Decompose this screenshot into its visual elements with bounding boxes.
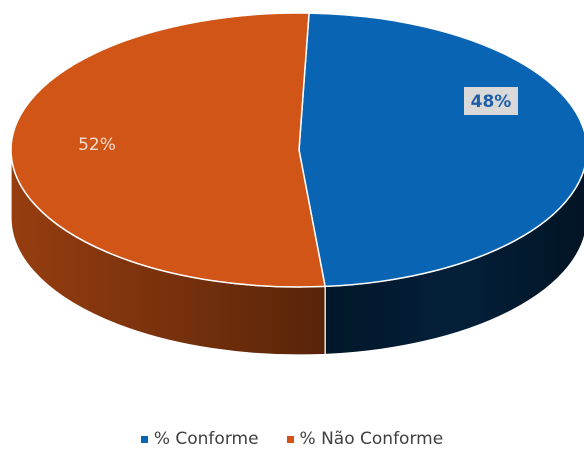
- legend-swatch-conforme: [140, 435, 148, 443]
- data-label-1: 52%: [70, 130, 124, 158]
- legend: % Conforme % Não Conforme: [0, 428, 584, 450]
- data-label-box-0: [464, 87, 518, 115]
- legend-swatch-nao-conforme: [286, 435, 294, 443]
- pie-slice-1[interactable]: [10, 12, 327, 288]
- legend-label-conforme: % Conforme: [153, 429, 259, 449]
- data-label-text-0: 48%: [471, 92, 512, 112]
- data-label-text-1: 52%: [78, 135, 116, 155]
- legend-item-conforme[interactable]: % Conforme: [140, 429, 259, 449]
- data-label-0: 48%: [464, 87, 518, 115]
- legend-item-nao-conforme[interactable]: % Não Conforme: [286, 429, 444, 449]
- legend-label-nao-conforme: % Não Conforme: [299, 429, 444, 449]
- pie-slice-0[interactable]: [298, 12, 584, 288]
- data-label-box-1: [70, 130, 124, 158]
